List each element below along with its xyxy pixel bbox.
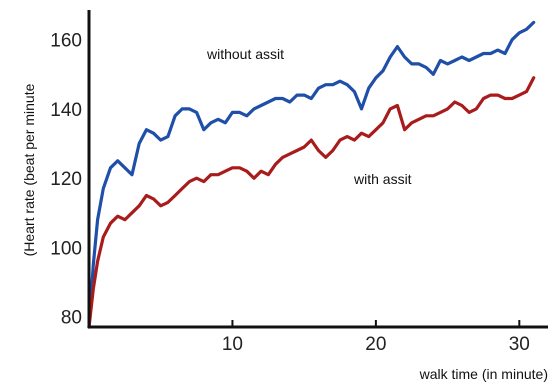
y-tick-label: 80 [61, 308, 82, 329]
series-line-with-assit [87, 76, 536, 329]
x-tick-label: 20 [365, 334, 386, 355]
y-tick-label: 100 [50, 238, 82, 259]
y-tick-label: 160 [50, 31, 82, 52]
x-tick-labels: 10 20 30 [222, 334, 530, 355]
series-line-without-assit [87, 20, 536, 329]
y-tick-label: 140 [50, 100, 82, 121]
x-axis-label: walk time (in minute) [419, 366, 548, 382]
annotation-with-assit: with assit [353, 171, 412, 187]
annotation-without-assit: without assit [206, 46, 284, 62]
y-tick-label: 120 [50, 169, 82, 190]
series-layer [87, 20, 536, 329]
x-tick-label: 30 [509, 334, 530, 355]
y-axis-label: (Heart rate (beat per minute [21, 83, 37, 256]
y-tick-labels: 80 100 120 140 160 [50, 31, 82, 329]
x-tick-label: 10 [222, 334, 243, 355]
